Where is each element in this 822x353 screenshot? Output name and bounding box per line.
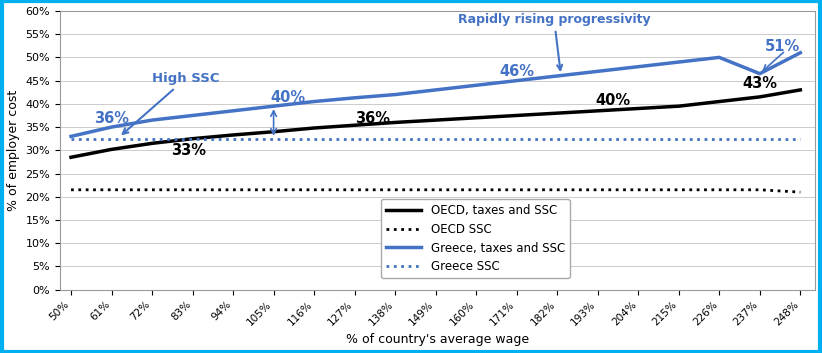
Text: 43%: 43% <box>742 76 778 91</box>
Text: 46%: 46% <box>499 64 534 79</box>
Y-axis label: % of employer cost: % of employer cost <box>7 90 20 211</box>
Text: 36%: 36% <box>94 111 129 126</box>
X-axis label: % of country's average wage: % of country's average wage <box>346 333 529 346</box>
Text: 40%: 40% <box>595 93 630 108</box>
Text: 33%: 33% <box>172 143 206 158</box>
Text: Rapidly rising progressivity: Rapidly rising progressivity <box>458 13 650 70</box>
Text: High SSC: High SSC <box>122 72 219 134</box>
Text: 51%: 51% <box>765 39 801 54</box>
Text: 40%: 40% <box>270 90 306 105</box>
Legend: OECD, taxes and SSC, OECD SSC, Greece, taxes and SSC, Greece SSC: OECD, taxes and SSC, OECD SSC, Greece, t… <box>381 199 570 278</box>
Text: 36%: 36% <box>356 111 390 126</box>
